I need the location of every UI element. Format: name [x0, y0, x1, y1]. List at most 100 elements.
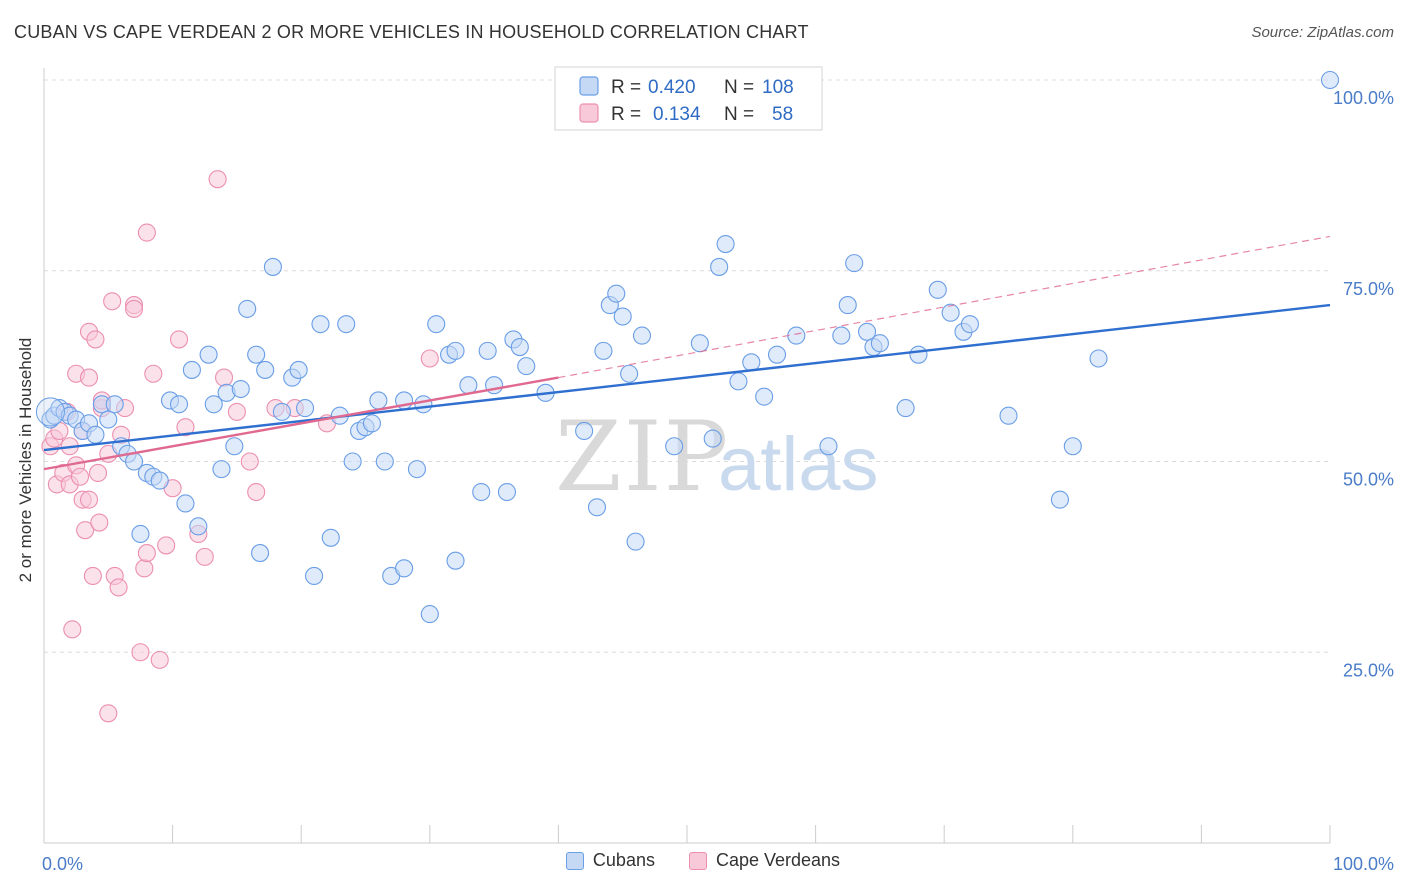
cape-verdean-point-28: [109, 578, 128, 597]
watermark-zip: ZIP: [555, 401, 730, 513]
cuban-point-86: [767, 345, 787, 364]
cuban-point-23: [189, 517, 208, 536]
axes: [43, 68, 1331, 844]
y-tick-label-25: 25.0%: [1343, 660, 1394, 680]
cape-verdean-point-47: [227, 402, 246, 421]
cuban-point-81: [710, 257, 729, 276]
cape-verdean-points: [41, 170, 439, 723]
cuban-point-76: [626, 532, 645, 551]
watermark-atlas: atlas: [718, 422, 879, 507]
cape-verdean-point-38: [150, 650, 169, 669]
cape-verdean-point-36: [137, 544, 156, 563]
cape-verdean-point-44: [195, 547, 214, 566]
cape-verdean-point-49: [247, 482, 266, 502]
cape-verdean-point-34: [135, 559, 154, 578]
cape-verdean-point-20: [88, 463, 108, 482]
cuban-point-73: [607, 284, 626, 303]
cuban-point-15: [131, 524, 150, 544]
cuban-point-90: [838, 296, 857, 315]
cuban-point-56: [427, 315, 446, 334]
stats-legend: R = 0.420 N = 108 R = 0.134 N = 58: [554, 66, 823, 131]
x-tick-label-100: 100.0%: [1333, 854, 1394, 874]
cuban-point-49: [375, 452, 394, 471]
cuban-point-34: [263, 257, 282, 276]
cuban-point-55: [420, 605, 439, 624]
legend-r-label-2: R =: [611, 104, 641, 125]
cuban-point-71: [594, 341, 613, 360]
cuban-point-26: [212, 460, 231, 479]
cuban-points: [35, 70, 1340, 624]
cuban-point-105: [1320, 70, 1340, 90]
cape-verdean-point-21: [90, 513, 109, 532]
cuban-point-large: [35, 397, 65, 427]
cuban-point-44: [343, 452, 362, 471]
cuban-point-88: [819, 437, 838, 456]
cuban-point-103: [1063, 437, 1082, 456]
cuban-point-8: [86, 425, 105, 444]
cuban-point-64: [497, 482, 517, 502]
y-tick-label-75: 75.0%: [1343, 279, 1394, 299]
legend-r-label-1: R =: [611, 77, 641, 98]
bottom-legend-cape-verdeans: Cape Verdeans: [688, 850, 841, 871]
cuban-point-60: [459, 376, 478, 395]
cuban-point-35: [272, 402, 291, 421]
trend-lines: [43, 235, 1331, 471]
cuban-point-18: [150, 471, 169, 490]
cuban-trend-line: [43, 303, 1331, 452]
cape-verdean-trend-line: [43, 376, 559, 471]
bottom-legend-cubans: Cubans: [565, 850, 655, 871]
cape-verdean-point-32: [124, 299, 144, 318]
cape-verdean-point-53: [420, 349, 439, 368]
bottom-legend: Cubans Cape Verdeans: [0, 850, 1406, 871]
cape-verdean-point-45: [208, 170, 227, 189]
cuban-point-10: [99, 410, 118, 429]
cuban-point-83: [729, 372, 748, 391]
cape-verdean-point-25: [99, 704, 118, 723]
bottom-legend-cubans-label: Cubans: [592, 850, 655, 870]
cuban-point-79: [690, 334, 709, 353]
cuban-point-32: [250, 544, 270, 563]
cape-verdean-point-26: [103, 292, 122, 311]
legend-swatch-cubans: [579, 76, 599, 96]
cuban-point-61: [472, 482, 491, 502]
grid-lines: [44, 79, 1330, 653]
cuban-point-22: [182, 360, 201, 379]
legend-swatch-cape-verdeans: [579, 103, 599, 123]
cape-verdean-point-46: [214, 368, 234, 387]
cuban-point-87: [787, 326, 806, 345]
legend-n-label-2: N =: [724, 104, 754, 125]
bottom-legend-cape-verdeans-label: Cape Verdeans: [715, 850, 841, 870]
cuban-point-70: [587, 498, 607, 517]
cuban-point-43: [337, 315, 356, 334]
cuban-point-39: [305, 566, 324, 586]
cuban-point-48: [369, 391, 388, 410]
legend-box: [554, 66, 823, 131]
cuban-point-29: [231, 379, 250, 399]
cuban-point-84: [742, 353, 761, 372]
y-tick-label-50: 50.0%: [1343, 470, 1394, 490]
cuban-point-66: [510, 337, 529, 357]
cuban-point-25: [204, 395, 223, 414]
cuban-point-78: [665, 437, 684, 456]
cape-verdean-point-8: [63, 620, 82, 639]
cuban-point-80: [703, 429, 722, 448]
cuban-point-58: [446, 341, 465, 360]
cuban-point-21: [176, 494, 195, 513]
cuban-point-37: [289, 360, 308, 379]
cape-verdean-point-14: [76, 521, 95, 540]
cuban-point-95: [896, 399, 915, 418]
cape-verdean-point-35: [137, 223, 156, 242]
cuban-point-97: [928, 280, 947, 299]
cape-verdean-trend-extended: [558, 235, 1331, 379]
cuban-point-92: [857, 322, 877, 341]
legend-n-value-1: 108: [762, 77, 794, 98]
cuban-point-54: [414, 395, 433, 414]
legend-r-value-1: 0.420: [648, 77, 696, 98]
cape-verdean-point-11: [70, 467, 90, 486]
tick-labels: 25.0% 50.0% 75.0% 100.0% 0.0% 100.0%: [42, 88, 1394, 874]
cuban-point-67: [517, 357, 536, 376]
cuban-point-51: [395, 559, 414, 578]
cuban-point-41: [321, 528, 340, 547]
cuban-point-91: [845, 254, 864, 273]
legend-r-value-2: 0.134: [653, 104, 701, 125]
